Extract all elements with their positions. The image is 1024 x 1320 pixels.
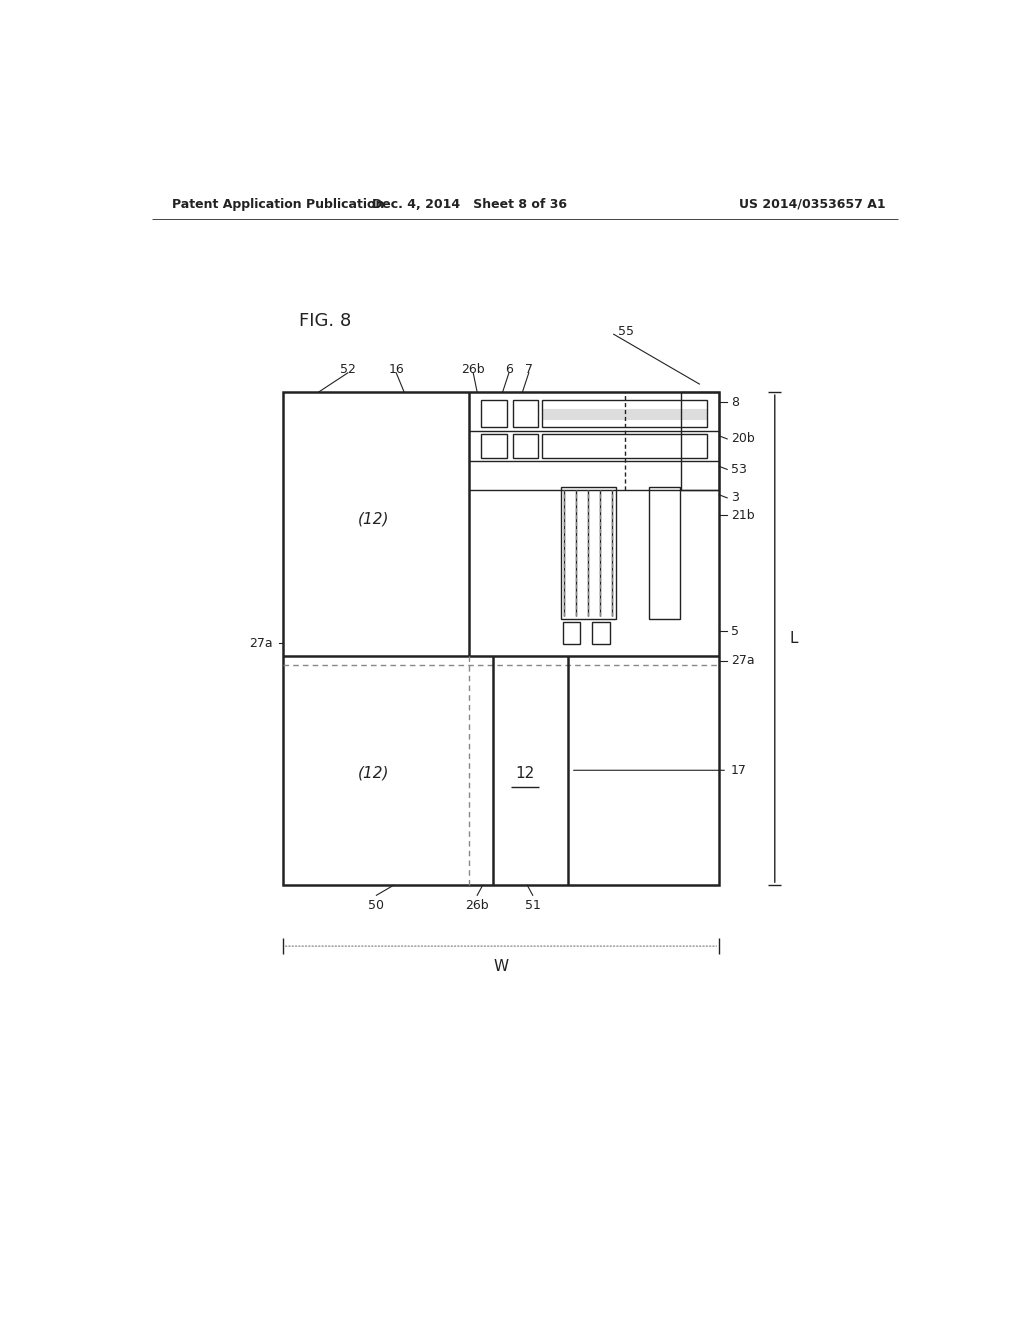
Text: Patent Application Publication: Patent Application Publication bbox=[172, 198, 384, 211]
Bar bbox=[649, 487, 680, 619]
Text: 51: 51 bbox=[524, 899, 541, 912]
Text: L: L bbox=[790, 631, 798, 647]
Text: 16: 16 bbox=[388, 363, 404, 376]
Bar bbox=[681, 392, 719, 490]
Text: US 2014/0353657 A1: US 2014/0353657 A1 bbox=[739, 198, 886, 211]
Text: 6: 6 bbox=[505, 363, 513, 376]
Text: FIG. 8: FIG. 8 bbox=[299, 312, 351, 330]
Text: 17: 17 bbox=[731, 764, 748, 776]
Bar bbox=[543, 434, 708, 458]
Text: 12: 12 bbox=[515, 766, 535, 781]
Bar bbox=[543, 400, 708, 426]
Bar bbox=[592, 622, 609, 644]
Text: 26b: 26b bbox=[462, 363, 485, 376]
Text: Dec. 4, 2014   Sheet 8 of 36: Dec. 4, 2014 Sheet 8 of 36 bbox=[372, 198, 566, 211]
Text: (12): (12) bbox=[358, 766, 390, 781]
Text: 50: 50 bbox=[369, 899, 384, 912]
Text: 8: 8 bbox=[731, 396, 739, 409]
Text: 26b: 26b bbox=[465, 899, 489, 912]
Text: 5: 5 bbox=[731, 624, 739, 638]
Bar bbox=[481, 434, 507, 458]
Text: 21b: 21b bbox=[731, 508, 755, 521]
Text: 55: 55 bbox=[618, 325, 635, 338]
Text: 7: 7 bbox=[524, 363, 532, 376]
Bar bbox=[481, 400, 507, 426]
Text: 27a: 27a bbox=[250, 636, 273, 649]
Text: 27a: 27a bbox=[731, 653, 755, 667]
Bar bbox=[513, 400, 539, 426]
Bar bbox=[560, 487, 616, 619]
Text: (12): (12) bbox=[358, 512, 390, 527]
Text: 52: 52 bbox=[340, 363, 355, 376]
Text: W: W bbox=[494, 958, 509, 974]
Bar bbox=[283, 392, 719, 886]
Bar bbox=[563, 622, 581, 644]
Bar bbox=[513, 434, 539, 458]
Text: 53: 53 bbox=[731, 463, 748, 477]
Text: 3: 3 bbox=[731, 491, 739, 504]
Text: 20b: 20b bbox=[731, 433, 755, 445]
